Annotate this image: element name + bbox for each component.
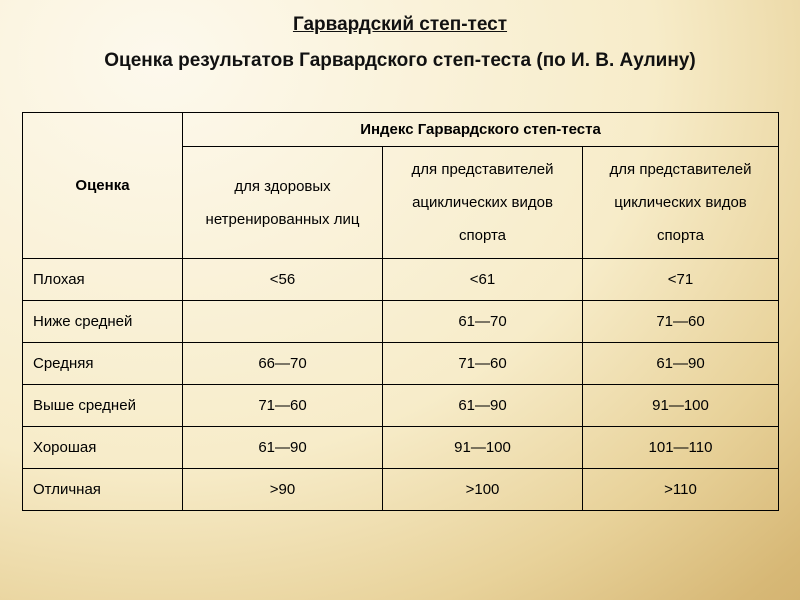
table-row: Хорошая 61—90 91—100 101—110 — [23, 427, 779, 469]
row-value: 71—60 — [583, 301, 779, 343]
row-value: 61—90 — [183, 427, 383, 469]
row-value: 101—110 — [583, 427, 779, 469]
th-col-cyclic: для представителей циклических видов спо… — [583, 147, 779, 259]
row-value: 61—90 — [383, 385, 583, 427]
row-value: 71—60 — [383, 343, 583, 385]
table-row: Плохая <56 <61 <71 — [23, 259, 779, 301]
results-table-wrap: Оценка Индекс Гарвардского степ-теста дл… — [22, 112, 778, 511]
row-label: Средняя — [23, 343, 183, 385]
th-col-untrained: для здоровых нетренированных лиц — [183, 147, 383, 259]
row-label: Выше средней — [23, 385, 183, 427]
row-value: >90 — [183, 469, 383, 511]
table-row: Выше средней 71—60 61—90 91—100 — [23, 385, 779, 427]
row-value: >100 — [383, 469, 583, 511]
title-block: Гарвардский степ-тест Оценка результатов… — [0, 0, 800, 74]
row-value: 66—70 — [183, 343, 383, 385]
page-title: Гарвардский степ-тест — [0, 14, 800, 36]
table-row: Ниже средней 61—70 71—60 — [23, 301, 779, 343]
row-value: 61—90 — [583, 343, 779, 385]
row-label: Ниже средней — [23, 301, 183, 343]
row-value: 71—60 — [183, 385, 383, 427]
row-value: 91—100 — [383, 427, 583, 469]
slide: { "title": "Гарвардский степ-тест", "sub… — [0, 0, 800, 600]
row-label: Плохая — [23, 259, 183, 301]
th-index-title: Индекс Гарвардского степ-теста — [183, 113, 779, 147]
row-value: <56 — [183, 259, 383, 301]
th-rating: Оценка — [23, 113, 183, 259]
row-value: >110 — [583, 469, 779, 511]
table-row: Средняя 66—70 71—60 61—90 — [23, 343, 779, 385]
row-value — [183, 301, 383, 343]
row-value: 61—70 — [383, 301, 583, 343]
row-value: 91—100 — [583, 385, 779, 427]
row-label: Хорошая — [23, 427, 183, 469]
th-col-acyclic: для представителей ациклических видов сп… — [383, 147, 583, 259]
table-row: Отличная >90 >100 >110 — [23, 469, 779, 511]
row-value: <61 — [383, 259, 583, 301]
results-table: Оценка Индекс Гарвардского степ-теста дл… — [22, 112, 779, 511]
page-subtitle: Оценка результатов Гарвардского степ-тес… — [0, 48, 800, 74]
row-value: <71 — [583, 259, 779, 301]
row-label: Отличная — [23, 469, 183, 511]
